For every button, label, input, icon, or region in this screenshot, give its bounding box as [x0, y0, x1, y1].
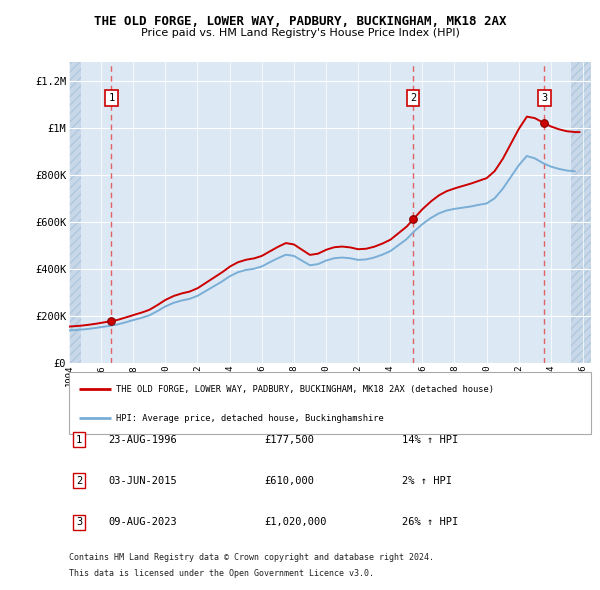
FancyBboxPatch shape: [69, 372, 591, 434]
Text: 1: 1: [76, 435, 82, 444]
Text: 09-AUG-2023: 09-AUG-2023: [108, 517, 177, 527]
Text: THE OLD FORGE, LOWER WAY, PADBURY, BUCKINGHAM, MK18 2AX (detached house): THE OLD FORGE, LOWER WAY, PADBURY, BUCKI…: [116, 385, 494, 394]
Text: Price paid vs. HM Land Registry's House Price Index (HPI): Price paid vs. HM Land Registry's House …: [140, 28, 460, 38]
Text: 1: 1: [109, 93, 115, 103]
Text: This data is licensed under the Open Government Licence v3.0.: This data is licensed under the Open Gov…: [69, 569, 374, 578]
Text: £177,500: £177,500: [264, 435, 314, 444]
Bar: [571, 62, 591, 363]
Text: 23-AUG-1996: 23-AUG-1996: [108, 435, 177, 444]
Text: 03-JUN-2015: 03-JUN-2015: [108, 476, 177, 486]
Text: HPI: Average price, detached house, Buckinghamshire: HPI: Average price, detached house, Buck…: [116, 414, 384, 422]
Text: 2: 2: [76, 476, 82, 486]
Bar: [571, 62, 591, 363]
Text: £610,000: £610,000: [264, 476, 314, 486]
Bar: [69, 62, 81, 363]
Text: £1,020,000: £1,020,000: [264, 517, 326, 527]
Bar: [69, 62, 81, 363]
Text: THE OLD FORGE, LOWER WAY, PADBURY, BUCKINGHAM, MK18 2AX: THE OLD FORGE, LOWER WAY, PADBURY, BUCKI…: [94, 15, 506, 28]
Text: 2% ↑ HPI: 2% ↑ HPI: [402, 476, 452, 486]
Text: 2: 2: [410, 93, 416, 103]
Text: 3: 3: [76, 517, 82, 527]
Text: 14% ↑ HPI: 14% ↑ HPI: [402, 435, 458, 444]
Text: 26% ↑ HPI: 26% ↑ HPI: [402, 517, 458, 527]
Text: 3: 3: [541, 93, 548, 103]
Text: Contains HM Land Registry data © Crown copyright and database right 2024.: Contains HM Land Registry data © Crown c…: [69, 553, 434, 562]
